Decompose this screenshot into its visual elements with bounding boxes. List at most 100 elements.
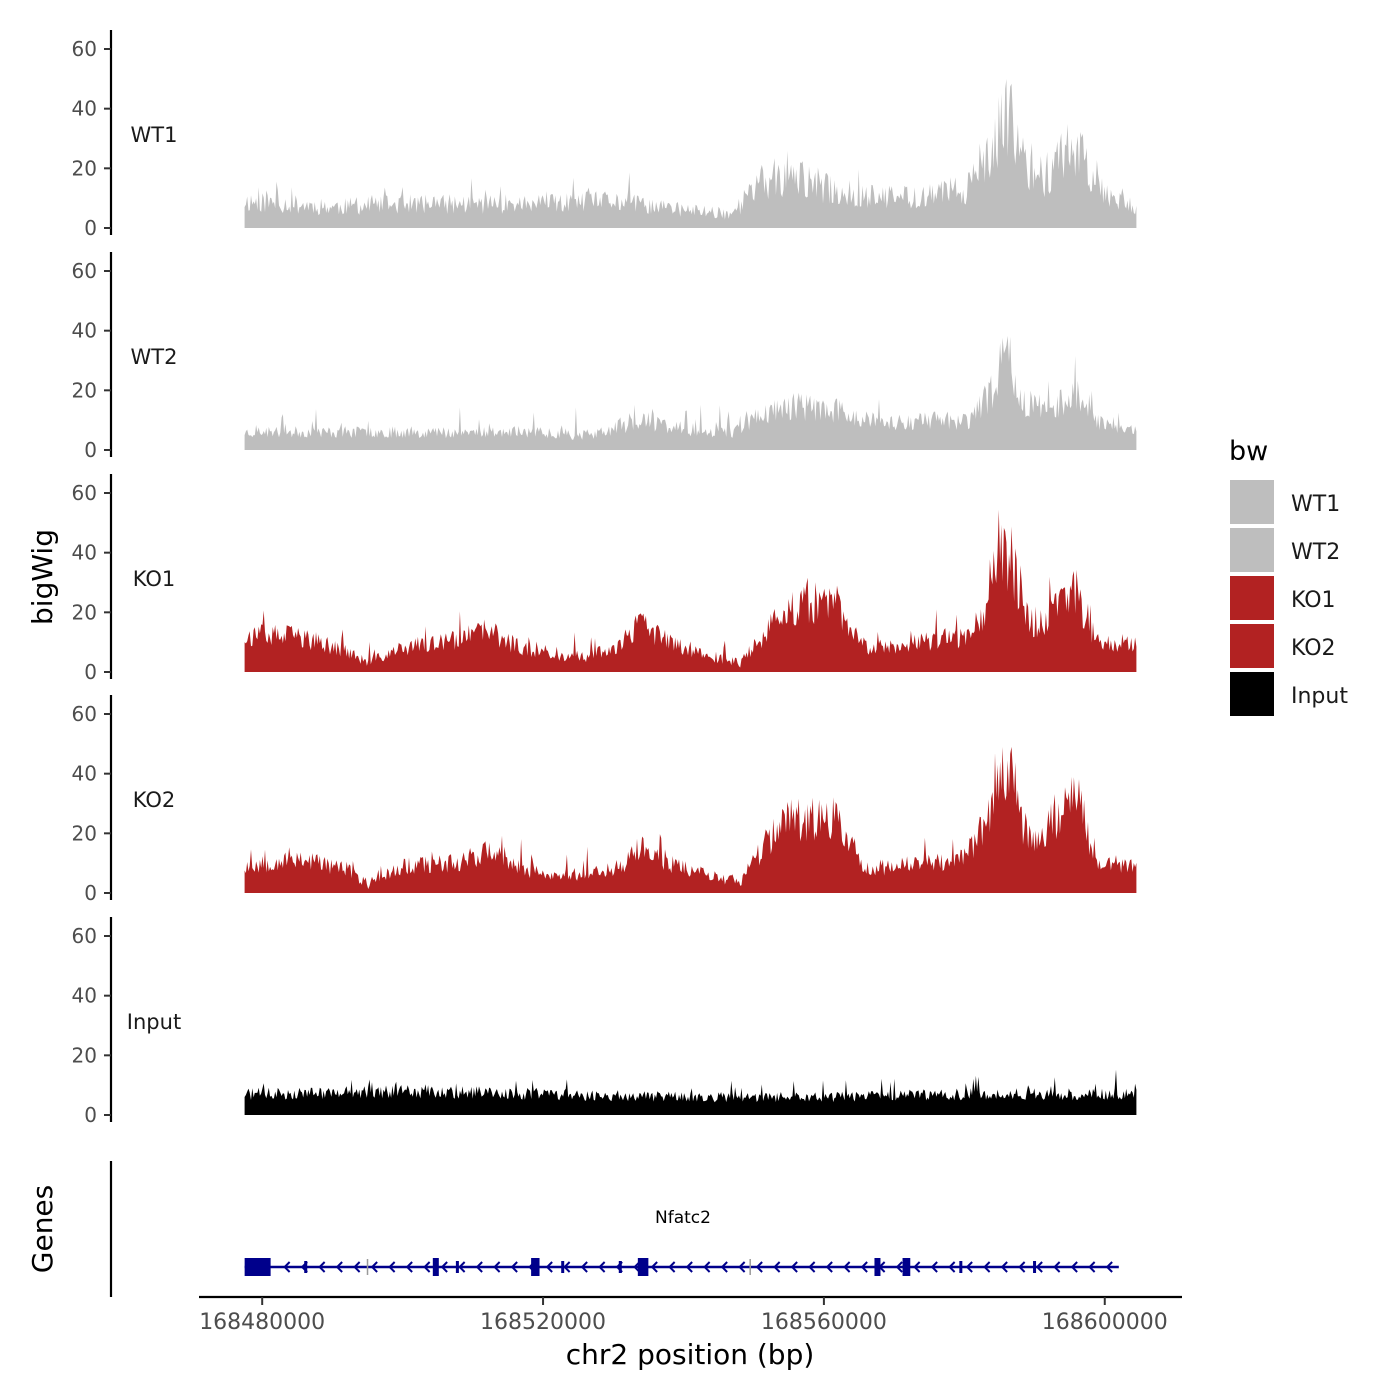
strand-chevron	[668, 1261, 676, 1273]
strand-chevron	[650, 1261, 658, 1273]
y-tick-label: 60	[72, 37, 97, 61]
y-tick-label: 0	[84, 438, 97, 462]
strand-chevron	[738, 1261, 746, 1273]
strand-chevron	[965, 1261, 973, 1273]
x-axis: 168480000 168520000 168560000 168600000 chr…	[199, 1295, 1182, 1371]
legend-swatch-wt2	[1230, 528, 1274, 572]
strand-chevron	[370, 1261, 378, 1273]
x-tick-label: 168480000	[199, 1310, 325, 1335]
strand-chevron	[895, 1261, 903, 1273]
gene-exon	[902, 1258, 911, 1276]
track-label-input: Input	[127, 1010, 181, 1034]
gene-exon-small	[959, 1261, 963, 1273]
strand-chevron	[335, 1261, 343, 1273]
panel-input: 0 20 40 60 Input	[72, 917, 1137, 1127]
strand-chevron	[983, 1261, 991, 1273]
strand-chevron	[353, 1261, 361, 1273]
strand-chevron	[458, 1261, 466, 1273]
y-tick-label: 40	[72, 984, 97, 1008]
legend-swatch-ko1	[1230, 576, 1274, 620]
y-tick-label: 40	[72, 541, 97, 565]
gene-exon	[637, 1258, 649, 1276]
x-tick-label: 168600000	[1042, 1310, 1168, 1335]
strand-chevron	[510, 1261, 518, 1273]
coverage-area-wt1	[244, 79, 1137, 228]
strand-chevron	[388, 1261, 396, 1273]
strand-chevron	[755, 1261, 763, 1273]
y-tick-label: 20	[72, 156, 97, 180]
legend-label-wt2: WT2	[1291, 540, 1340, 565]
y-tick-label: 40	[72, 319, 97, 343]
strand-chevron	[1018, 1261, 1026, 1273]
legend-label-input: Input	[1291, 684, 1348, 709]
strand-chevron	[405, 1261, 413, 1273]
strand-chevron	[1088, 1261, 1096, 1273]
genes-track: Genes Nfatc2	[26, 1161, 1119, 1297]
strand-chevron	[598, 1261, 606, 1273]
track-label-ko1: KO1	[133, 567, 176, 591]
gene-exon	[531, 1258, 540, 1276]
strand-chevron	[283, 1261, 291, 1273]
y-tick-label: 0	[84, 660, 97, 684]
panel-wt2: 0 20 40 60 WT2	[72, 252, 1137, 462]
y-tick-label: 40	[72, 762, 97, 786]
strand-chevron	[563, 1261, 571, 1273]
strand-chevron	[948, 1261, 956, 1273]
gene-exon	[874, 1258, 881, 1276]
panel-ko1: 0 20 40 60 KO1	[72, 474, 1137, 684]
gene-exon-small	[1033, 1261, 1037, 1273]
y-tick-label: 60	[72, 924, 97, 948]
legend-swatch-input	[1230, 672, 1274, 716]
y-tick-label: 0	[84, 216, 97, 240]
gene-exon	[244, 1258, 271, 1276]
track-label-wt2: WT2	[131, 345, 178, 369]
strand-chevron	[318, 1261, 326, 1273]
coverage-area-ko2	[244, 746, 1137, 893]
y-tick-label: 60	[72, 481, 97, 505]
track-label-wt1: WT1	[131, 123, 178, 147]
gene-label-nfatc2: Nfatc2	[655, 1208, 711, 1228]
y-tick-label: 20	[72, 821, 97, 845]
legend-title: bw	[1229, 436, 1268, 467]
panel-wt1: 0 20 40 60 WT1	[72, 30, 1137, 240]
strand-chevron	[860, 1261, 868, 1273]
y-tick-label: 20	[72, 1043, 97, 1067]
strand-chevron	[930, 1261, 938, 1273]
strand-chevron	[423, 1261, 431, 1273]
y-tick-label: 0	[84, 881, 97, 905]
y-tick-label: 60	[72, 702, 97, 726]
strand-chevron	[703, 1261, 711, 1273]
strand-chevron	[545, 1261, 553, 1273]
y-tick-label: 20	[72, 378, 97, 402]
strand-chevron	[913, 1261, 921, 1273]
panel-ko2: 0 20 40 60 KO2	[72, 695, 1137, 905]
genes-track-label: Genes	[26, 1185, 59, 1273]
strand-chevron	[475, 1261, 483, 1273]
legend-label-wt1: WT1	[1291, 492, 1340, 517]
legend-swatch-ko2	[1230, 624, 1274, 668]
strand-chevron	[1070, 1261, 1078, 1273]
strand-chevron	[808, 1261, 816, 1273]
y-tick-label: 60	[72, 259, 97, 283]
legend: bw WT1 WT2 KO1 KO2 Input	[1229, 436, 1348, 716]
gene-exon	[432, 1258, 439, 1276]
strand-chevron	[580, 1261, 588, 1273]
strand-chevron	[685, 1261, 693, 1273]
x-tick-label: 168560000	[761, 1310, 887, 1335]
gene-exon-small	[455, 1261, 459, 1273]
strand-chevron	[825, 1261, 833, 1273]
gene-model-nfatc2	[244, 1258, 1119, 1276]
strand-chevron	[790, 1261, 798, 1273]
x-tick-label: 168520000	[480, 1310, 606, 1335]
coverage-area-wt2	[244, 335, 1137, 450]
legend-swatch-wt1	[1230, 480, 1274, 524]
track-label-ko2: KO2	[133, 788, 176, 812]
strand-chevron	[773, 1261, 781, 1273]
legend-label-ko2: KO2	[1291, 636, 1336, 661]
x-axis-label: chr2 position (bp)	[566, 1338, 815, 1371]
y-axis-label: bigWig	[26, 529, 59, 625]
strand-chevron	[1105, 1261, 1113, 1273]
gene-exon-small	[304, 1261, 308, 1273]
gene-exon-small	[618, 1261, 622, 1273]
